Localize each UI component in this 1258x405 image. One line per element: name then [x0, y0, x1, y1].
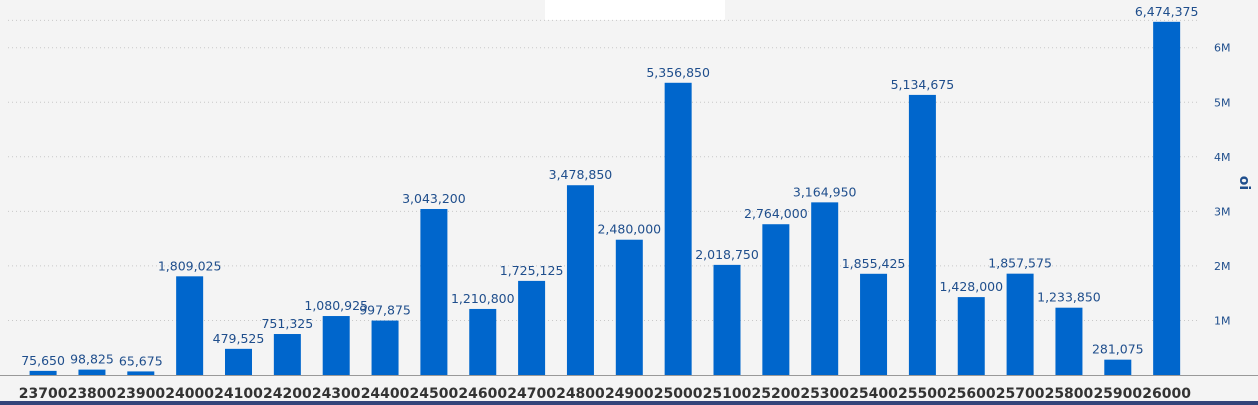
data-label: 1,428,000 — [939, 279, 1003, 294]
bar[interactable] — [566, 185, 594, 375]
data-label: 5,134,675 — [891, 77, 955, 92]
top-blank-strip — [545, 0, 725, 20]
x-tick-label: 24900 — [605, 386, 654, 402]
x-tick-label: 25500 — [898, 386, 947, 402]
bars-layer — [29, 21, 1181, 376]
data-label: 2,480,000 — [597, 222, 661, 237]
data-labels-layer: 75,650 98,825 65,675 1,809,025 479,525751,32… — [21, 4, 1198, 369]
y-tick-label: 4M — [1214, 151, 1231, 164]
data-label: 281,075 — [1092, 342, 1144, 357]
x-tick-label: 24300 — [312, 386, 361, 402]
bar[interactable] — [127, 371, 155, 375]
bar[interactable] — [957, 297, 985, 375]
data-label: 1,855,425 — [842, 256, 906, 271]
y-tick-label: 5M — [1214, 96, 1231, 109]
bar[interactable] — [615, 239, 643, 375]
data-label: 98,825 — [70, 352, 114, 367]
bar[interactable] — [225, 348, 252, 375]
data-label: 3,164,950 — [793, 184, 857, 199]
x-tick-label: 23800 — [68, 386, 117, 402]
bar[interactable] — [78, 369, 106, 375]
bar[interactable] — [176, 276, 204, 375]
x-tick-label: 24600 — [458, 386, 507, 402]
data-label: 5,356,850 — [646, 65, 710, 80]
bar[interactable] — [762, 224, 790, 375]
grid-layer — [0, 19, 1258, 376]
x-tick-label: 24800 — [556, 386, 605, 402]
data-label: 75,650 — [21, 353, 65, 368]
x-tick-label: 23700 — [19, 386, 68, 402]
x-tick-label: 24500 — [410, 386, 459, 402]
x-tick-label: 24100 — [214, 386, 263, 402]
x-tick-label: 24200 — [263, 386, 312, 402]
data-label: 1,725,125 — [500, 263, 564, 278]
x-tick-label: 26000 — [1142, 386, 1191, 402]
bar[interactable] — [29, 370, 57, 375]
y-tick-label: 6M — [1214, 42, 1231, 55]
bar[interactable] — [664, 82, 692, 376]
bar[interactable] — [1006, 273, 1034, 375]
bar[interactable] — [908, 94, 936, 376]
bar[interactable] — [518, 280, 546, 375]
y-tick-label: 1M — [1214, 314, 1231, 327]
x-tick-label: 25400 — [849, 386, 898, 402]
x-tick-label: 25700 — [996, 386, 1045, 402]
bar[interactable] — [322, 316, 350, 375]
bar[interactable] — [273, 334, 301, 375]
bar[interactable] — [1153, 21, 1181, 375]
x-tick-label: 23900 — [116, 386, 165, 402]
data-label: 997,875 — [359, 303, 411, 318]
bar[interactable] — [713, 264, 741, 375]
x-tick-label: 24400 — [361, 386, 410, 402]
data-label: 2,018,750 — [695, 247, 759, 262]
x-tick-label: 25300 — [800, 386, 849, 402]
bar[interactable] — [1055, 307, 1083, 375]
data-label: 479,525 — [213, 331, 265, 346]
bar[interactable] — [1104, 359, 1132, 375]
bar[interactable] — [860, 273, 888, 375]
data-label: 3,478,850 — [549, 167, 613, 182]
data-label: 1,809,025 — [158, 258, 222, 273]
x-tick-label: 24000 — [165, 386, 214, 402]
x-tick-label: 25600 — [947, 386, 996, 402]
bar[interactable] — [371, 320, 399, 375]
x-tick-label: 25200 — [751, 386, 800, 402]
data-label: 6,474,375 — [1135, 4, 1199, 19]
bottom-border — [0, 401, 1258, 405]
bar[interactable] — [420, 208, 448, 375]
y-tick-label: 3M — [1214, 205, 1231, 218]
data-label: 1,210,800 — [451, 291, 515, 306]
data-label: 3,043,200 — [402, 191, 466, 206]
bar[interactable] — [469, 308, 497, 375]
data-label: 1,233,850 — [1037, 290, 1101, 305]
x-tick-label: 24700 — [507, 386, 556, 402]
x-tick-label: 25100 — [703, 386, 752, 402]
y-tick-label: 2M — [1214, 260, 1231, 273]
data-label: 1,857,575 — [988, 256, 1052, 271]
bar[interactable] — [811, 202, 839, 375]
x-axis-ticks: 23700 23800 23900 24000 24100 24200 24300 24400… — [19, 386, 1192, 402]
data-label: 2,764,000 — [744, 206, 808, 221]
x-tick-label: 25900 — [1093, 386, 1142, 402]
x-tick-label: 25800 — [1045, 386, 1094, 402]
y-axis-ticks: 1M 2M 3M 4M 5M 6M — [1214, 42, 1231, 328]
x-tick-label: 25000 — [654, 386, 703, 402]
data-label: 1,080,925 — [304, 298, 368, 313]
data-label: 751,325 — [261, 316, 313, 331]
y-axis-title: oi — [1236, 176, 1252, 190]
data-label: 65,675 — [119, 353, 163, 368]
